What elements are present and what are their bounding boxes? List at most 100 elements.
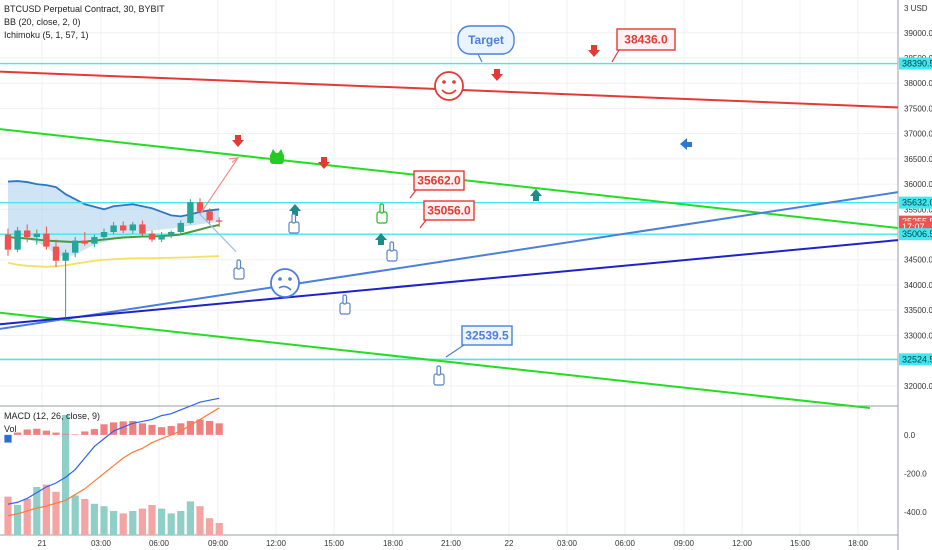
callout-pointer bbox=[611, 49, 620, 63]
pointing-hand-icon bbox=[288, 221, 300, 234]
arrow-up-icon bbox=[530, 189, 542, 201]
arrow-down-icon bbox=[318, 157, 330, 169]
volume-bar bbox=[215, 523, 223, 535]
price-tick-label: 36500.0 bbox=[904, 155, 932, 164]
macd-tick-label: 0.0 bbox=[904, 431, 916, 440]
cat-face-icon bbox=[270, 153, 284, 164]
volume-bar bbox=[23, 499, 31, 535]
bb-legend: BB (20, close, 2, 0) bbox=[4, 17, 81, 27]
pointing-hand-icon bbox=[386, 249, 398, 262]
pointing-hand-icon bbox=[339, 302, 351, 315]
bb-lower-band bbox=[7, 255, 220, 268]
callout-box bbox=[413, 170, 465, 191]
candle-body bbox=[14, 230, 21, 250]
macd-hist-bar bbox=[215, 423, 223, 435]
candles bbox=[4, 198, 223, 318]
volume-bar bbox=[90, 503, 98, 535]
volume-bar bbox=[33, 487, 41, 535]
candle-body bbox=[91, 237, 98, 244]
time-tick-label: 21:00 bbox=[441, 539, 462, 548]
dizzy-face-eye bbox=[288, 277, 292, 281]
candle-body bbox=[177, 222, 184, 232]
pointing-hand-icon bbox=[233, 267, 245, 280]
macd-hist-bar bbox=[177, 423, 185, 435]
volume-bar bbox=[167, 513, 175, 535]
pointing-hand-icon bbox=[376, 211, 388, 224]
time-tick-label: 15:00 bbox=[324, 539, 345, 548]
time-tick-label: 22 bbox=[505, 539, 514, 548]
candle-body bbox=[216, 220, 223, 222]
price-unit-label: 3 USD bbox=[904, 4, 928, 13]
price-tag-label: 17:07 bbox=[902, 222, 925, 232]
pointing-hand-icon-finger bbox=[236, 259, 242, 270]
macd-hist-bar bbox=[14, 432, 22, 435]
arrow-left-icon bbox=[680, 138, 692, 150]
candle-body bbox=[43, 233, 50, 247]
happy-face-eye bbox=[452, 80, 456, 84]
price-tick-label: 34500.0 bbox=[904, 256, 932, 265]
candle-body bbox=[168, 232, 175, 236]
happy-face-eye bbox=[442, 80, 446, 84]
macd-hist-bar bbox=[186, 421, 194, 435]
pointing-hand-icon bbox=[433, 373, 445, 386]
macd-hist-bar bbox=[148, 424, 156, 435]
time-tick-label: 12:00 bbox=[266, 539, 287, 548]
macd-hist-bar bbox=[110, 422, 118, 435]
macd-tick-label: -400.0 bbox=[904, 508, 927, 517]
macd-tick-label: -200.0 bbox=[904, 469, 927, 478]
arrow-down-icon bbox=[232, 135, 244, 147]
callout-pointer bbox=[409, 189, 417, 199]
macd-hist-bar bbox=[4, 434, 12, 443]
macd-signal-line bbox=[7, 407, 220, 517]
pointing-hand-icon-finger bbox=[389, 241, 395, 252]
price-tick-label: 37500.0 bbox=[904, 104, 932, 113]
price-tick-label: 33000.0 bbox=[904, 331, 932, 340]
macd-hist-bar bbox=[62, 433, 70, 435]
macd-hist-bar bbox=[100, 424, 108, 435]
happy-face-mouth bbox=[441, 89, 457, 95]
price-tag-label: 32524.5 bbox=[902, 354, 932, 364]
callout-box bbox=[461, 325, 513, 346]
time-tick-label: 21 bbox=[38, 539, 47, 548]
candle-body bbox=[196, 202, 204, 212]
time-tick-label: 12:00 bbox=[732, 539, 753, 548]
macd-hist-bar bbox=[158, 427, 166, 435]
dizzy-face-eye bbox=[278, 277, 282, 281]
time-tick-label: 18:00 bbox=[848, 539, 869, 548]
axes: 39000.038500.038000.037500.037000.036500… bbox=[38, 4, 932, 548]
ichimoku-leading-line bbox=[7, 180, 220, 218]
candle-body bbox=[158, 235, 165, 240]
ichimoku-cloud-area bbox=[8, 181, 220, 258]
volume-bar bbox=[110, 511, 118, 535]
macd-hist-bar bbox=[42, 430, 50, 435]
callout-label: 32539.5 bbox=[465, 329, 509, 343]
time-tick-label: 06:00 bbox=[615, 539, 636, 548]
price-tick-label: 34000.0 bbox=[904, 281, 932, 290]
projection-up-arrowhead bbox=[228, 157, 241, 163]
price-tag bbox=[899, 196, 932, 209]
callout-pointer bbox=[445, 344, 465, 358]
candle-body bbox=[148, 233, 156, 240]
time-tick-label: 15:00 bbox=[790, 539, 811, 548]
trend-line-green-lower bbox=[0, 311, 871, 410]
price-tag bbox=[899, 353, 932, 366]
macd-hist-bar bbox=[71, 434, 79, 435]
drawings bbox=[199, 45, 692, 386]
price-tick-label: 33500.0 bbox=[904, 306, 932, 315]
time-tick-label: 09:00 bbox=[208, 539, 229, 548]
volume-bar bbox=[100, 506, 108, 535]
volume-bar bbox=[206, 518, 214, 535]
candle-body bbox=[110, 225, 117, 232]
price-tag-label: 35632.0 bbox=[902, 198, 932, 208]
candle-body bbox=[206, 211, 213, 221]
price-tag-label: 38390.5 bbox=[902, 59, 932, 69]
callout-box bbox=[616, 28, 676, 51]
macd-hist-bar bbox=[129, 421, 137, 435]
price-tick-label: 35500.0 bbox=[904, 205, 932, 214]
volume-bar bbox=[62, 415, 70, 535]
trend-line-dark-blue bbox=[0, 239, 899, 326]
callout-pointer bbox=[477, 53, 483, 63]
volume-bar bbox=[148, 505, 156, 535]
ichimoku-cloud bbox=[7, 180, 220, 258]
